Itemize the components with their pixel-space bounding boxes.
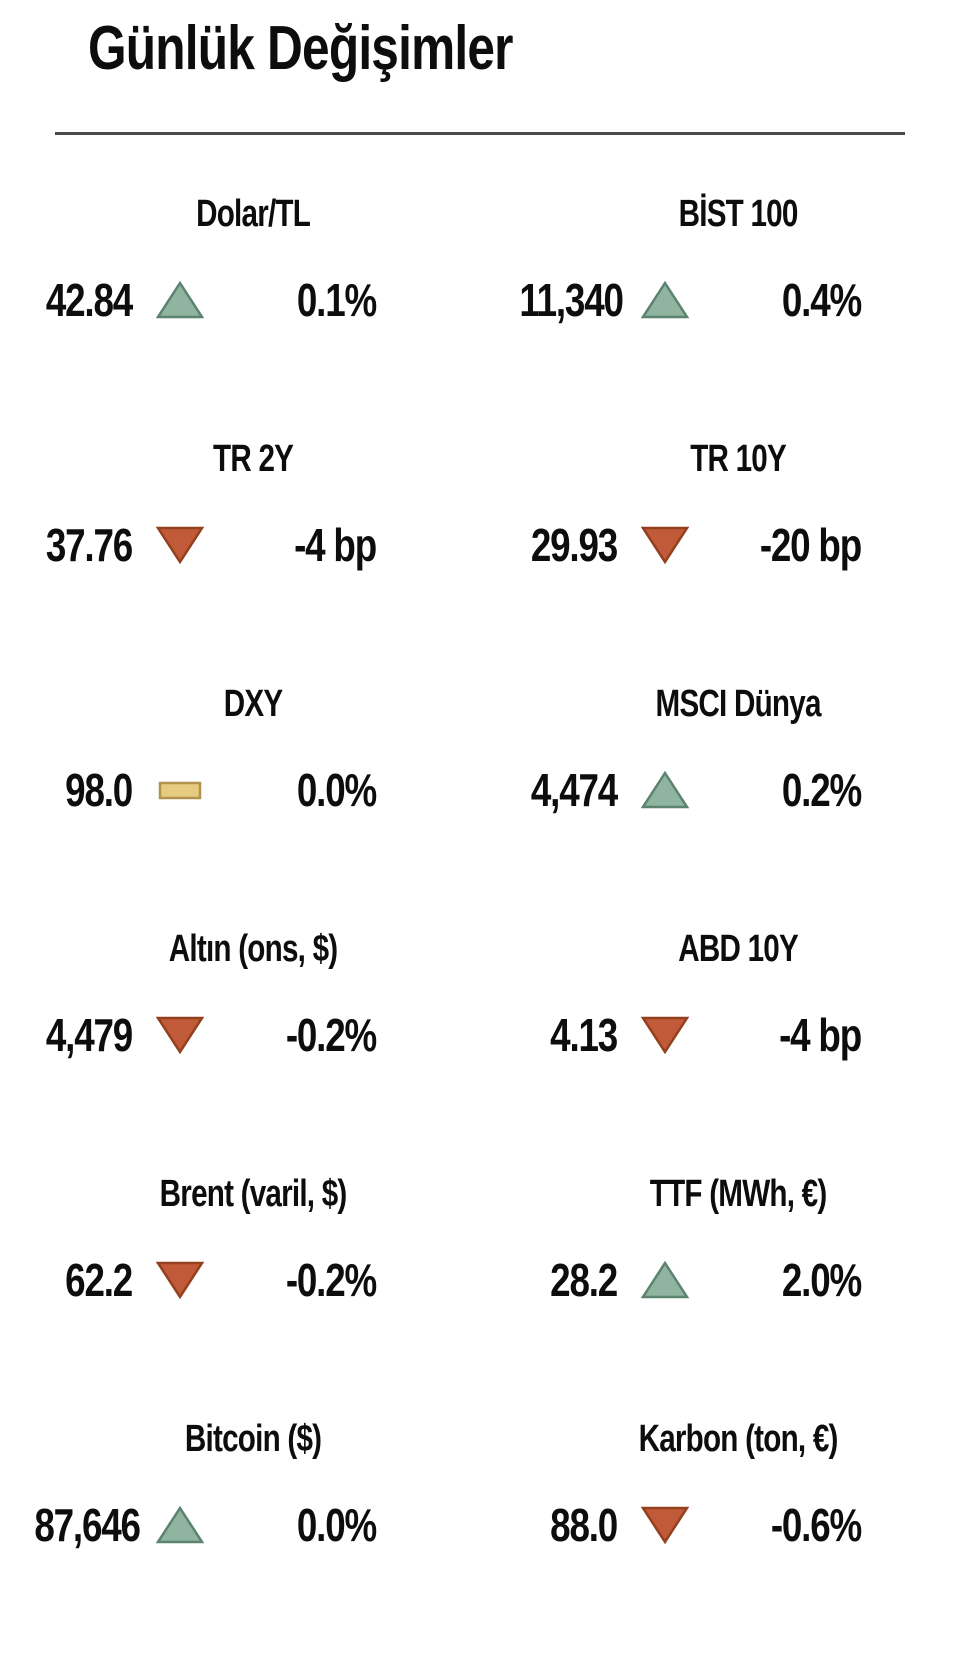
indicator-value: 62.2 xyxy=(65,1254,133,1306)
indicator-value: 87,646 xyxy=(34,1499,141,1551)
indicator-value-row: 42.84 0.1% xyxy=(10,271,465,329)
up-triangle-icon xyxy=(641,280,689,319)
indicator-label: TR 2Y xyxy=(213,438,294,480)
indicator-change: 2.0% xyxy=(781,1254,862,1306)
indicator-value-row: 37.76 -4 bp xyxy=(10,516,465,574)
up-triangle-icon xyxy=(641,770,689,809)
indicator-value: 37.76 xyxy=(45,519,133,571)
indicator-change: -0.2% xyxy=(285,1254,377,1306)
indicator-label: TTF (MWh, €) xyxy=(649,1173,827,1215)
indicator-change: 0.0% xyxy=(296,764,377,816)
indicator-label: ABD 10Y xyxy=(678,928,799,970)
indicator-cell: BİST 100 11,340 0.4% xyxy=(495,193,950,329)
direction-icon-wrap xyxy=(617,1505,713,1545)
indicator-label: TR 10Y xyxy=(690,438,787,480)
down-triangle-icon xyxy=(156,1016,204,1055)
indicator-cell: MSCI Dünya 4,474 0.2% xyxy=(495,683,950,819)
down-triangle-icon xyxy=(156,1261,204,1300)
up-triangle-icon xyxy=(156,280,204,319)
indicator-change: -0.6% xyxy=(770,1499,862,1551)
indicator-value: 28.2 xyxy=(550,1254,618,1306)
indicator-cell: Brent (varil, $) 62.2 -0.2% xyxy=(10,1173,465,1309)
up-triangle-icon xyxy=(156,1505,204,1544)
indicator-value-row: 87,646 0.0% xyxy=(10,1496,465,1554)
indicator-value-row: 11,340 0.4% xyxy=(495,271,950,329)
down-triangle-icon xyxy=(641,1016,689,1055)
indicator-value: 11,340 xyxy=(519,274,624,326)
indicator-value: 88.0 xyxy=(550,1499,618,1551)
indicator-change: -20 bp xyxy=(759,519,862,571)
indicator-label: Karbon (ton, €) xyxy=(638,1418,839,1460)
direction-icon-wrap xyxy=(617,525,713,565)
title-divider xyxy=(55,132,905,135)
direction-icon-wrap xyxy=(132,1505,228,1545)
indicator-change: -0.2% xyxy=(285,1009,377,1061)
indicator-value: 4,479 xyxy=(45,1009,133,1061)
flat-bar-icon xyxy=(158,781,202,800)
direction-icon-wrap xyxy=(617,1015,713,1055)
down-triangle-icon xyxy=(641,1506,689,1545)
indicator-change: -4 bp xyxy=(779,1009,862,1061)
indicator-label: Bitcoin ($) xyxy=(184,1418,322,1460)
indicator-cell: ABD 10Y 4.13 -4 bp xyxy=(495,928,950,1064)
indicator-label: BİST 100 xyxy=(678,193,799,235)
indicator-label: Altın (ons, $) xyxy=(168,928,338,970)
indicator-cell: Altın (ons, $) 4,479 -0.2% xyxy=(10,928,465,1064)
direction-icon-wrap xyxy=(132,770,228,810)
indicator-cell: TR 2Y 37.76 -4 bp xyxy=(10,438,465,574)
indicator-label: DXY xyxy=(223,683,283,725)
indicator-label: Dolar/TL xyxy=(196,193,311,235)
indicator-value-row: 62.2 -0.2% xyxy=(10,1251,465,1309)
direction-icon-wrap xyxy=(617,770,713,810)
direction-icon-wrap xyxy=(617,1260,713,1300)
indicator-value-row: 4,474 0.2% xyxy=(495,761,950,819)
indicator-value: 4,474 xyxy=(530,764,618,816)
indicator-value-row: 29.93 -20 bp xyxy=(495,516,950,574)
page-title: Günlük Değişimler xyxy=(88,14,513,83)
indicator-change: 0.4% xyxy=(781,274,862,326)
direction-icon-wrap xyxy=(132,280,228,320)
up-triangle-icon xyxy=(641,1260,689,1299)
indicator-label: MSCI Dünya xyxy=(655,683,822,725)
indicator-change: -4 bp xyxy=(294,519,377,571)
indicator-value: 42.84 xyxy=(45,274,133,326)
indicator-cell: Bitcoin ($) 87,646 0.0% xyxy=(10,1418,465,1554)
indicator-cell: TR 10Y 29.93 -20 bp xyxy=(495,438,950,574)
indicator-cell: TTF (MWh, €) 28.2 2.0% xyxy=(495,1173,950,1309)
direction-icon-wrap xyxy=(132,525,228,565)
indicator-value-row: 28.2 2.0% xyxy=(495,1251,950,1309)
down-triangle-icon xyxy=(641,526,689,565)
direction-icon-wrap xyxy=(132,1260,228,1300)
indicator-label: Brent (varil, $) xyxy=(159,1173,348,1215)
indicator-value: 29.93 xyxy=(530,519,618,571)
indicator-value-row: 88.0 -0.6% xyxy=(495,1496,950,1554)
daily-changes-panel: Günlük Değişimler Dolar/TL 42.84 0.1% Bİ… xyxy=(10,14,950,1554)
indicator-value-row: 98.0 0.0% xyxy=(10,761,465,819)
indicator-value-row: 4.13 -4 bp xyxy=(495,1006,950,1064)
down-triangle-icon xyxy=(156,526,204,565)
indicator-change: 0.0% xyxy=(296,1499,377,1551)
indicator-cell: Karbon (ton, €) 88.0 -0.6% xyxy=(495,1418,950,1554)
direction-icon-wrap xyxy=(617,280,713,320)
indicator-value: 98.0 xyxy=(65,764,133,816)
indicator-grid: Dolar/TL 42.84 0.1% BİST 100 11,340 xyxy=(10,193,950,1554)
indicator-change: 0.1% xyxy=(296,274,377,326)
indicator-cell: DXY 98.0 0.0% xyxy=(10,683,465,819)
direction-icon-wrap xyxy=(132,1015,228,1055)
indicator-change: 0.2% xyxy=(781,764,862,816)
indicator-value-row: 4,479 -0.2% xyxy=(10,1006,465,1064)
indicator-value: 4.13 xyxy=(550,1009,618,1061)
indicator-cell: Dolar/TL 42.84 0.1% xyxy=(10,193,465,329)
